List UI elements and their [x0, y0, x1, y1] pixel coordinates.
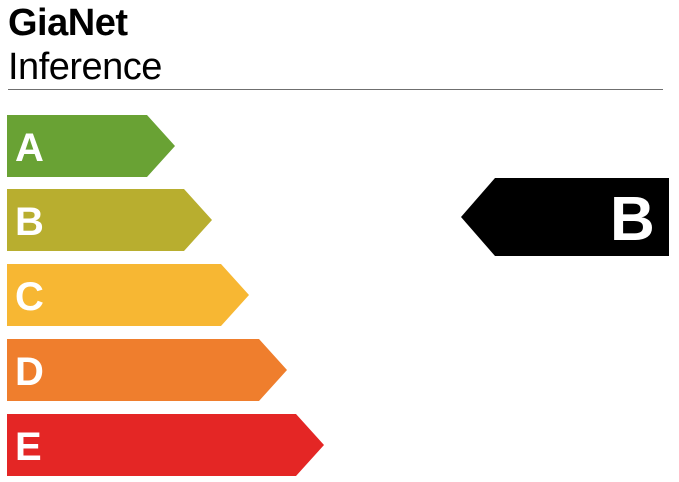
rating-indicator-label: B: [610, 185, 655, 254]
class-bar-b-shape: [7, 189, 212, 251]
class-bar-d: D: [7, 339, 287, 401]
class-bar-c-label: C: [15, 275, 44, 319]
app-subtitle: Inference: [8, 46, 162, 88]
class-bar-b: B: [7, 189, 212, 251]
rating-indicator-shape: [461, 178, 669, 256]
app-title: GiaNet: [8, 2, 128, 44]
class-bar-d-shape: [7, 339, 287, 401]
class-bar-c: C: [7, 264, 249, 326]
class-bar-a-shape: [7, 115, 175, 177]
class-bar-d-label: D: [15, 350, 44, 394]
class-bar-e: E: [7, 414, 324, 476]
header-divider: [8, 89, 663, 90]
class-bar-b-label: B: [15, 200, 44, 244]
class-bar-a: A: [7, 115, 175, 177]
class-bar-e-shape: [7, 414, 324, 476]
class-bar-a-label: A: [15, 126, 44, 170]
class-bar-e-label: E: [15, 425, 42, 469]
class-bar-c-shape: [7, 264, 249, 326]
rating-indicator: B: [461, 178, 669, 256]
